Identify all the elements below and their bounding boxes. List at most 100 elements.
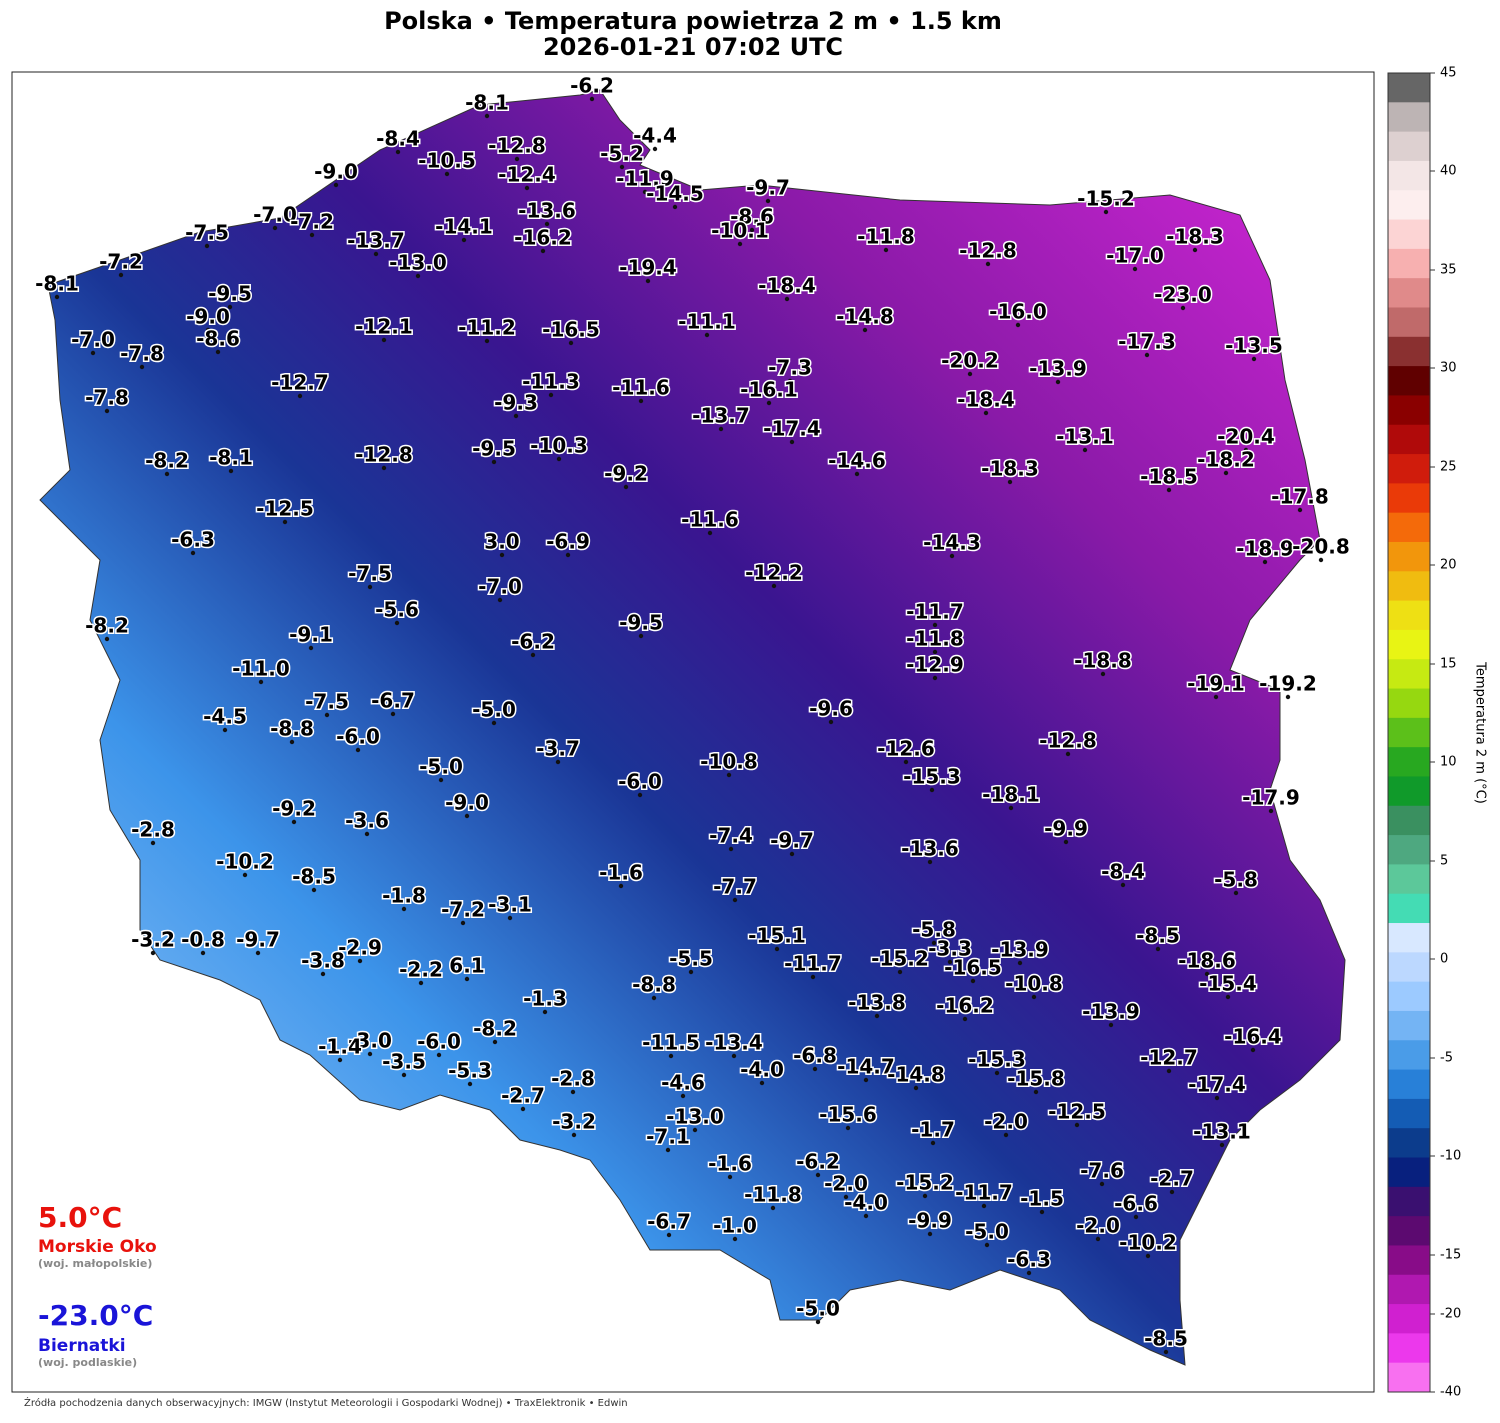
station-label: -2.7 xyxy=(501,1084,545,1108)
station-label: -11.0 xyxy=(232,657,290,681)
station-dot xyxy=(913,1085,919,1091)
station-dot xyxy=(395,149,401,155)
station-dot xyxy=(666,1232,672,1238)
station-labels: -6.2 -8.1 -4.4 -8.4 -12.8 -10.5 -5.2 -9.0 -12.4 -… xyxy=(34,72,1351,1355)
station-label: -6.7 xyxy=(647,1210,691,1234)
station-dot xyxy=(514,156,520,162)
station-label: -13.6 xyxy=(518,199,576,223)
station-label: 3.0 xyxy=(484,530,519,554)
station-dot xyxy=(381,465,387,471)
station-label: -12.7 xyxy=(1140,1046,1198,1070)
station-label: -20.2 xyxy=(941,349,999,373)
station-dot xyxy=(291,819,297,825)
station-dot xyxy=(774,946,780,952)
station-label: -8.4 xyxy=(376,127,420,151)
station-dot xyxy=(215,349,221,355)
station-dot xyxy=(947,959,953,965)
station-dot xyxy=(1223,470,1229,476)
station-dot xyxy=(1108,1022,1114,1028)
colorbar-segment xyxy=(1388,805,1430,836)
station-dot xyxy=(337,1057,343,1063)
station-dot xyxy=(897,969,903,975)
station-dot xyxy=(930,1140,936,1146)
station-dot xyxy=(227,304,233,310)
station-label: -11.7 xyxy=(906,600,964,624)
station-dot xyxy=(652,146,658,152)
station-label: -12.4 xyxy=(498,163,556,187)
station-label: -6.0 xyxy=(417,1030,461,1054)
station-dot xyxy=(548,392,554,398)
colorbar-segment xyxy=(1388,1098,1430,1129)
station-dot xyxy=(555,759,561,765)
station-label: -9.5 xyxy=(619,611,663,635)
station-dot xyxy=(373,251,379,257)
station-dot xyxy=(727,1174,733,1180)
station-dot xyxy=(922,1193,928,1199)
station-label: -2.7 xyxy=(1150,1167,1194,1191)
station-dot xyxy=(845,1125,851,1131)
station-label: -7.8 xyxy=(120,342,164,366)
station-dot xyxy=(438,777,444,783)
station-dot xyxy=(1055,379,1061,385)
colorbar-segment xyxy=(1388,366,1430,396)
station-label: -9.7 xyxy=(746,176,790,200)
station-label: -2.0 xyxy=(984,1110,1028,1134)
station-dot xyxy=(589,96,595,102)
station-dot xyxy=(1008,805,1014,811)
station-dot xyxy=(139,364,145,370)
station-label: -5.3 xyxy=(448,1059,492,1083)
station-label: -6.0 xyxy=(336,725,380,749)
station-dot xyxy=(524,185,530,191)
station-label: -17.4 xyxy=(763,417,821,441)
colorbar-segment xyxy=(1388,307,1430,338)
station-label: -18.2 xyxy=(1197,448,1255,472)
station-dot xyxy=(994,1070,1000,1076)
station-dot xyxy=(680,1093,686,1099)
station-label: -18.1 xyxy=(982,783,1040,807)
station-dot xyxy=(970,978,976,984)
station-dot xyxy=(1120,882,1126,888)
station-label: -13.9 xyxy=(1082,1000,1140,1024)
station-dot xyxy=(765,198,771,204)
station-label: -7.2 xyxy=(99,250,143,274)
station-label: -4.0 xyxy=(740,1058,784,1082)
station-dot xyxy=(1033,1089,1039,1095)
station-dot xyxy=(812,1066,818,1072)
station-dot xyxy=(642,189,648,195)
colorbar-segment xyxy=(1388,131,1430,162)
station-label: -6.8 xyxy=(793,1044,837,1068)
station-label: -16.2 xyxy=(936,994,994,1018)
station-dot xyxy=(737,241,743,247)
station-dot xyxy=(54,294,60,300)
station-dot xyxy=(981,1203,987,1209)
station-label: -3.2 xyxy=(131,928,175,952)
station-label: -12.8 xyxy=(355,443,413,467)
station-label: -11.8 xyxy=(857,225,915,249)
station-dot xyxy=(929,787,935,793)
station-dot xyxy=(704,332,710,338)
station-label: 6.1 xyxy=(449,954,484,978)
station-label: -19.2 xyxy=(1259,672,1317,696)
station-dot xyxy=(571,1132,577,1138)
colorbar-tick-label: 5 xyxy=(1440,854,1448,869)
station-label: -16.5 xyxy=(944,956,1002,980)
station-dot xyxy=(1144,352,1150,358)
colorbar-segment xyxy=(1388,864,1430,895)
station-label: -7.5 xyxy=(348,562,392,586)
station-dot xyxy=(530,652,536,658)
station-dot xyxy=(984,1242,990,1248)
station-dot xyxy=(1213,694,1219,700)
station-label: -14.6 xyxy=(828,449,886,473)
station-label: -11.2 xyxy=(458,316,516,340)
station-dot xyxy=(104,636,110,642)
station-dot xyxy=(1015,322,1021,328)
station-dot xyxy=(789,851,795,857)
station-dot xyxy=(464,813,470,819)
station-dot xyxy=(297,393,303,399)
station-label: -11.5 xyxy=(642,1031,700,1055)
station-dot xyxy=(967,371,973,377)
colorbar-segment xyxy=(1388,747,1430,777)
station-label: -2.2 xyxy=(399,958,443,982)
colorbar-tick-label: 45 xyxy=(1440,66,1457,81)
